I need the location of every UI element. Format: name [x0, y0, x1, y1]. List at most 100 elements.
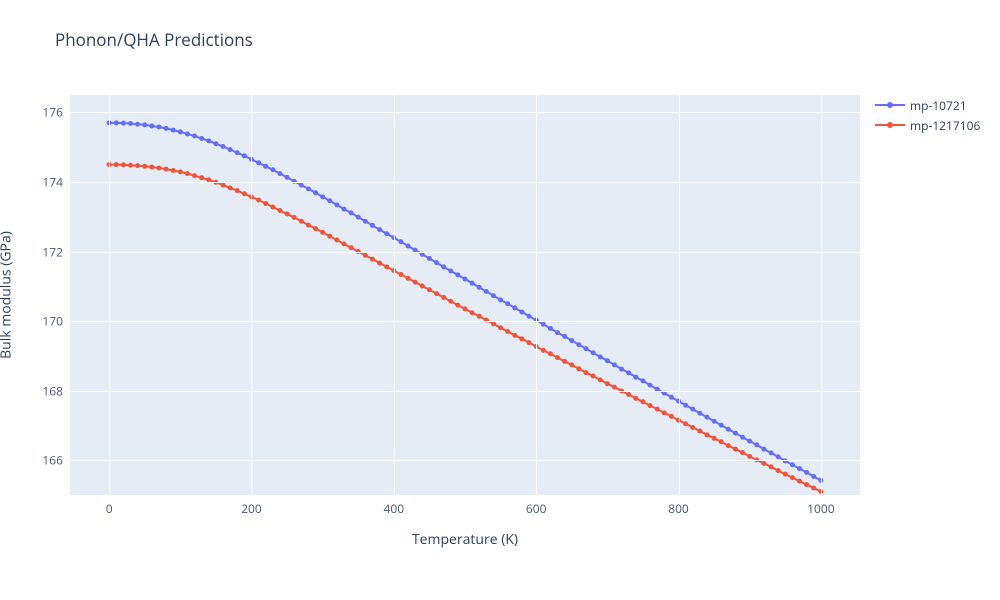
series-marker[interactable] [804, 470, 809, 475]
series-marker[interactable] [156, 166, 161, 171]
series-marker[interactable] [149, 123, 154, 128]
series-marker[interactable] [349, 210, 354, 215]
series-marker[interactable] [448, 299, 453, 304]
series-marker[interactable] [804, 482, 809, 487]
series-marker[interactable] [783, 472, 788, 477]
series-marker[interactable] [320, 230, 325, 235]
series-marker[interactable] [285, 175, 290, 180]
series-marker[interactable] [769, 464, 774, 469]
series-marker[interactable] [512, 333, 517, 338]
series-marker[interactable] [761, 447, 766, 452]
series-marker[interactable] [583, 346, 588, 351]
series-marker[interactable] [292, 215, 297, 220]
series-marker[interactable] [342, 241, 347, 246]
series-marker[interactable] [342, 207, 347, 212]
series-marker[interactable] [299, 219, 304, 224]
series-marker[interactable] [199, 136, 204, 141]
series-marker[interactable] [270, 167, 275, 172]
series-marker[interactable] [156, 125, 161, 130]
series-marker[interactable] [733, 431, 738, 436]
series-marker[interactable] [505, 329, 510, 334]
series-marker[interactable] [299, 183, 304, 188]
series-marker[interactable] [747, 454, 752, 459]
series-marker[interactable] [142, 122, 147, 127]
series-marker[interactable] [726, 427, 731, 432]
series-marker[interactable] [263, 201, 268, 206]
series-marker[interactable] [306, 223, 311, 228]
series-marker[interactable] [327, 234, 332, 239]
series-marker[interactable] [285, 211, 290, 216]
series-marker[interactable] [277, 208, 282, 213]
series-marker[interactable] [149, 165, 154, 170]
series-marker[interactable] [669, 414, 674, 419]
series-marker[interactable] [498, 325, 503, 330]
series-marker[interactable] [576, 342, 581, 347]
series-marker[interactable] [114, 162, 119, 167]
series-marker[interactable] [463, 306, 468, 311]
series-marker[interactable] [527, 340, 532, 345]
series-marker[interactable] [121, 121, 126, 126]
series-marker[interactable] [576, 366, 581, 371]
series-marker[interactable] [470, 310, 475, 315]
series-marker[interactable] [648, 403, 653, 408]
legend-item[interactable]: mp-1217106 [875, 115, 980, 135]
series-marker[interactable] [740, 435, 745, 440]
series-marker[interactable] [334, 202, 339, 207]
series-marker[interactable] [598, 354, 603, 359]
series-marker[interactable] [541, 348, 546, 353]
series-marker[interactable] [128, 121, 133, 126]
series-marker[interactable] [455, 303, 460, 308]
series-marker[interactable] [519, 310, 524, 315]
series-marker[interactable] [598, 377, 603, 382]
series-marker[interactable] [612, 385, 617, 390]
series-marker[interactable] [470, 281, 475, 286]
series-marker[interactable] [697, 411, 702, 416]
series-marker[interactable] [640, 378, 645, 383]
series-marker[interactable] [662, 410, 667, 415]
series-marker[interactable] [463, 277, 468, 282]
series-marker[interactable] [242, 153, 247, 158]
series-marker[interactable] [192, 134, 197, 139]
series-marker[interactable] [704, 415, 709, 420]
series-marker[interactable] [334, 238, 339, 243]
series-marker[interactable] [704, 432, 709, 437]
series-marker[interactable] [512, 305, 517, 310]
series-marker[interactable] [413, 280, 418, 285]
series-marker[interactable] [263, 164, 268, 169]
series-marker[interactable] [455, 272, 460, 277]
series-line[interactable] [109, 165, 821, 492]
series-marker[interactable] [235, 150, 240, 155]
series-line[interactable] [109, 123, 821, 481]
series-marker[interactable] [690, 425, 695, 430]
series-marker[interactable] [306, 186, 311, 191]
series-marker[interactable] [811, 486, 816, 491]
series-marker[interactable] [363, 219, 368, 224]
series-marker[interactable] [185, 171, 190, 176]
series-marker[interactable] [128, 163, 133, 168]
series-marker[interactable] [655, 407, 660, 412]
series-marker[interactable] [363, 253, 368, 258]
series-marker[interactable] [690, 407, 695, 412]
series-marker[interactable] [697, 429, 702, 434]
series-marker[interactable] [541, 322, 546, 327]
series-marker[interactable] [171, 168, 176, 173]
series-marker[interactable] [313, 226, 318, 231]
series-marker[interactable] [398, 272, 403, 277]
series-marker[interactable] [633, 396, 638, 401]
series-marker[interactable] [555, 355, 560, 360]
series-marker[interactable] [406, 243, 411, 248]
series-marker[interactable] [256, 160, 261, 165]
series-marker[interactable] [527, 314, 532, 319]
series-marker[interactable] [548, 326, 553, 331]
series-marker[interactable] [313, 190, 318, 195]
series-marker[interactable] [384, 264, 389, 269]
series-marker[interactable] [712, 419, 717, 424]
series-marker[interactable] [519, 336, 524, 341]
series-marker[interactable] [747, 439, 752, 444]
series-marker[interactable] [256, 198, 261, 203]
series-marker[interactable] [719, 423, 724, 428]
series-marker[interactable] [648, 383, 653, 388]
series-marker[interactable] [441, 264, 446, 269]
series-marker[interactable] [562, 359, 567, 364]
series-marker[interactable] [776, 454, 781, 459]
